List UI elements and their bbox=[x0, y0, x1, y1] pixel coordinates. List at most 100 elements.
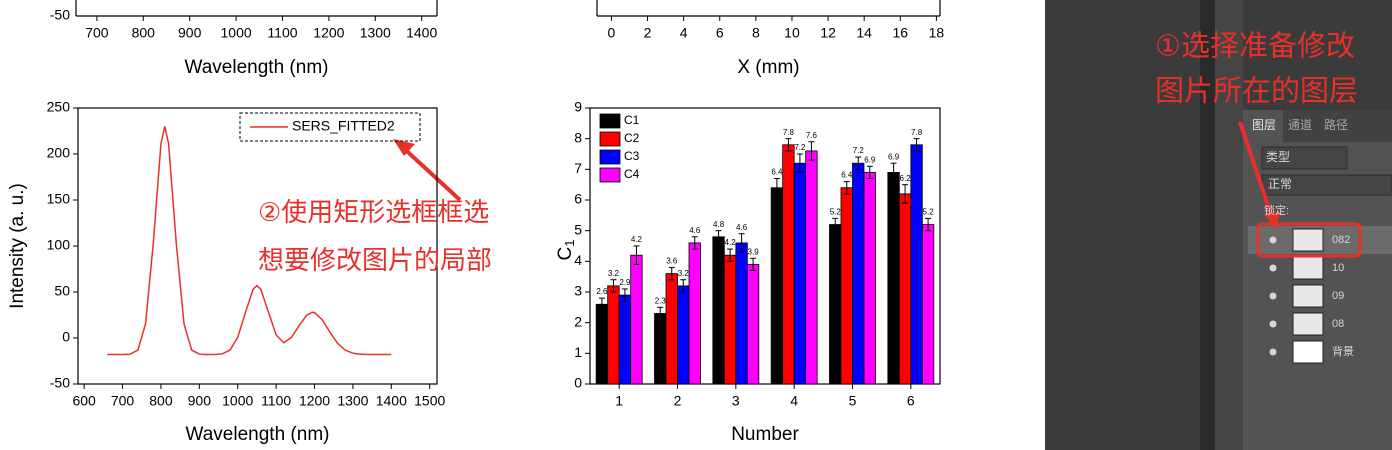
bar bbox=[712, 236, 725, 385]
legend-label: C2 bbox=[624, 131, 640, 145]
y-tick-label: 150 bbox=[47, 191, 71, 207]
lock-label: 锁定: bbox=[1264, 203, 1289, 217]
panel-tab[interactable]: 图层 bbox=[1252, 118, 1276, 132]
error-bar bbox=[727, 248, 734, 262]
x-tick-label: 700 bbox=[85, 25, 109, 41]
bar bbox=[595, 303, 609, 385]
y-tick-label: 250 bbox=[47, 99, 71, 115]
panel-tab[interactable]: 通道 bbox=[1288, 118, 1312, 132]
x-axis-title: Number bbox=[731, 424, 799, 445]
bar bbox=[782, 144, 795, 385]
error-bar bbox=[785, 138, 792, 152]
x-axis-title: X (mm) bbox=[737, 57, 799, 78]
error-bar bbox=[866, 165, 873, 180]
highlight-box bbox=[1256, 222, 1362, 258]
error-bar bbox=[750, 257, 757, 272]
legend-label: SERS_FITTED2 bbox=[292, 118, 395, 134]
legend-label: C1 bbox=[624, 113, 640, 127]
bar bbox=[910, 144, 923, 385]
x-tick-label: 600 bbox=[72, 393, 96, 409]
x-tick-label: 900 bbox=[178, 25, 202, 41]
ps-divider bbox=[1200, 0, 1215, 450]
value-label: 4.6 bbox=[689, 226, 701, 235]
x-tick-label: 1400 bbox=[376, 393, 407, 409]
bar bbox=[805, 150, 818, 385]
visibility-icon[interactable] bbox=[1269, 320, 1277, 328]
y-tick-label: 100 bbox=[47, 237, 71, 253]
bar bbox=[898, 193, 912, 385]
ps-filter-box[interactable] bbox=[1261, 146, 1348, 170]
ps-active-tab bbox=[1243, 110, 1283, 142]
filter-label: 类型 bbox=[1266, 150, 1290, 164]
annotation: ②使用矩形选框框选 bbox=[258, 197, 489, 227]
y-tick-label: 9 bbox=[574, 99, 582, 115]
y-axis-title-sub: 1 bbox=[562, 240, 577, 247]
value-label: 7.2 bbox=[794, 143, 806, 152]
visibility-icon[interactable] bbox=[1269, 292, 1277, 300]
error-bar bbox=[796, 153, 803, 173]
y-tick-label: 5 bbox=[574, 221, 582, 237]
line-series bbox=[107, 126, 392, 356]
bar bbox=[863, 171, 876, 385]
y-tick-label: -50 bbox=[50, 7, 70, 23]
error-bar bbox=[598, 297, 605, 311]
layer-name: 背景 bbox=[1332, 344, 1354, 358]
bar bbox=[887, 171, 900, 385]
value-label: 7.8 bbox=[911, 128, 923, 137]
blend-mode: 正常 bbox=[1268, 177, 1292, 191]
y-tick-label: 8 bbox=[574, 129, 582, 145]
y-tick-label: -50 bbox=[50, 375, 70, 391]
panel-tab[interactable]: 路径 bbox=[1324, 117, 1348, 132]
error-bar bbox=[715, 230, 722, 244]
error-bar bbox=[855, 156, 862, 170]
bar bbox=[630, 254, 643, 385]
value-label: 2.6 bbox=[596, 287, 608, 296]
visibility-icon[interactable] bbox=[1269, 236, 1277, 244]
visibility-icon[interactable] bbox=[1269, 348, 1277, 356]
bar bbox=[852, 162, 865, 385]
x-tick-label: 1200 bbox=[313, 25, 344, 41]
annotation: 图片所在的图层 bbox=[1155, 75, 1358, 108]
error-bar bbox=[633, 245, 640, 265]
error-bar bbox=[691, 236, 698, 250]
arrow-head bbox=[393, 139, 415, 156]
bar bbox=[829, 224, 842, 385]
x-tick-label: 1400 bbox=[406, 25, 437, 41]
x-tick-label: 1100 bbox=[267, 25, 297, 41]
y-tick-label: 3 bbox=[574, 283, 582, 299]
x-tick-label: 5 bbox=[849, 393, 857, 409]
x-axis-title: Wavelength (nm) bbox=[186, 424, 330, 445]
x-tick-label: 900 bbox=[188, 393, 212, 409]
layer-name: 09 bbox=[1332, 290, 1344, 302]
value-label: 4.8 bbox=[713, 220, 725, 229]
y-axis-title: C1 bbox=[555, 240, 577, 261]
bar bbox=[618, 294, 632, 385]
x-tick-label: 18 bbox=[929, 25, 945, 41]
x-tick-label: 1 bbox=[615, 393, 623, 409]
error-bar bbox=[843, 181, 850, 195]
bar bbox=[735, 242, 748, 385]
error-bar bbox=[738, 233, 745, 253]
x-tick-label: 10 bbox=[784, 25, 800, 41]
error-bar bbox=[657, 306, 664, 321]
value-label: 7.6 bbox=[806, 131, 818, 140]
bar bbox=[746, 263, 760, 385]
error-bar bbox=[913, 138, 920, 152]
bar bbox=[840, 187, 853, 385]
legend-swatch bbox=[599, 149, 621, 165]
ps-toolbar bbox=[1215, 0, 1243, 450]
x-axis-title: Wavelength (nm) bbox=[185, 57, 329, 78]
value-label: 5.2 bbox=[923, 208, 935, 217]
x-tick-label: 800 bbox=[149, 393, 173, 409]
value-label: 6.4 bbox=[841, 171, 853, 180]
visibility-icon[interactable] bbox=[1269, 264, 1277, 272]
y-tick-label: 7 bbox=[574, 160, 582, 176]
error-bar bbox=[890, 162, 897, 183]
value-label: 6.9 bbox=[888, 152, 900, 161]
x-tick-label: 0 bbox=[608, 25, 616, 41]
x-tick-label: 16 bbox=[892, 25, 908, 41]
annotation: 想要修改图片的局部 bbox=[258, 245, 492, 275]
value-label: 6.9 bbox=[864, 155, 876, 164]
bar bbox=[770, 187, 784, 385]
